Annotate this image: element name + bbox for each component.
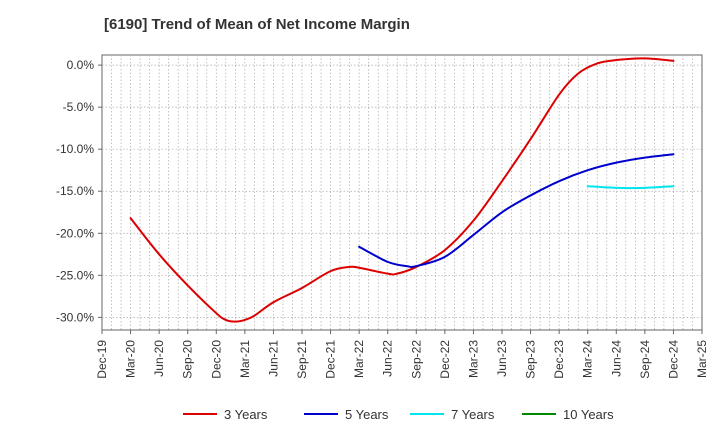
x-tick-label: Jun-24 bbox=[609, 340, 623, 377]
x-tick-label: Mar-25 bbox=[695, 340, 709, 378]
x-tick-label: Sep-21 bbox=[295, 340, 309, 379]
y-tick-label: -30.0% bbox=[56, 310, 94, 324]
x-tick-label: Mar-21 bbox=[238, 340, 252, 378]
legend-label-5-years: 5 Years bbox=[345, 407, 389, 422]
chart-title: [6190] Trend of Mean of Net Income Margi… bbox=[104, 16, 410, 33]
x-tick-label: Dec-19 bbox=[95, 340, 109, 379]
x-tick-label: Jun-20 bbox=[152, 340, 166, 377]
plot-area bbox=[101, 54, 703, 331]
x-tick-label: Dec-23 bbox=[552, 340, 566, 379]
y-tick-label: -20.0% bbox=[56, 226, 94, 240]
y-tick-label: -5.0% bbox=[63, 100, 95, 114]
y-tick-label: 0.0% bbox=[67, 58, 95, 72]
y-tick-label: -25.0% bbox=[56, 268, 94, 282]
x-tick-label: Sep-24 bbox=[638, 340, 652, 379]
x-tick-label: Mar-23 bbox=[466, 340, 480, 378]
x-tick-label: Jun-23 bbox=[495, 340, 509, 377]
x-tick-label: Sep-20 bbox=[181, 340, 195, 379]
x-tick-label: Dec-20 bbox=[209, 340, 223, 379]
x-tick-label: Mar-20 bbox=[124, 340, 138, 378]
series-line-5-years bbox=[358, 153, 675, 268]
y-tick-label: -15.0% bbox=[56, 184, 94, 198]
legend-label-7-years: 7 Years bbox=[451, 407, 495, 422]
x-tick-label: Dec-21 bbox=[324, 340, 338, 379]
x-tick-label: Mar-22 bbox=[352, 340, 366, 378]
x-tick-label: Jun-22 bbox=[381, 340, 395, 377]
x-tick-label: Sep-23 bbox=[524, 340, 538, 379]
y-tick-label: -10.0% bbox=[56, 142, 94, 156]
x-tick-label: Sep-22 bbox=[409, 340, 423, 379]
x-tick-label: Mar-24 bbox=[581, 340, 595, 378]
x-tick-label: Dec-24 bbox=[666, 340, 680, 379]
x-tick-label: Jun-21 bbox=[266, 340, 280, 377]
legend-label-10-years: 10 Years bbox=[563, 407, 614, 422]
series-line-3-years bbox=[129, 57, 675, 323]
x-tick-label: Dec-22 bbox=[438, 340, 452, 379]
legend-label-3-years: 3 Years bbox=[224, 407, 268, 422]
series-line-7-years bbox=[586, 185, 675, 190]
